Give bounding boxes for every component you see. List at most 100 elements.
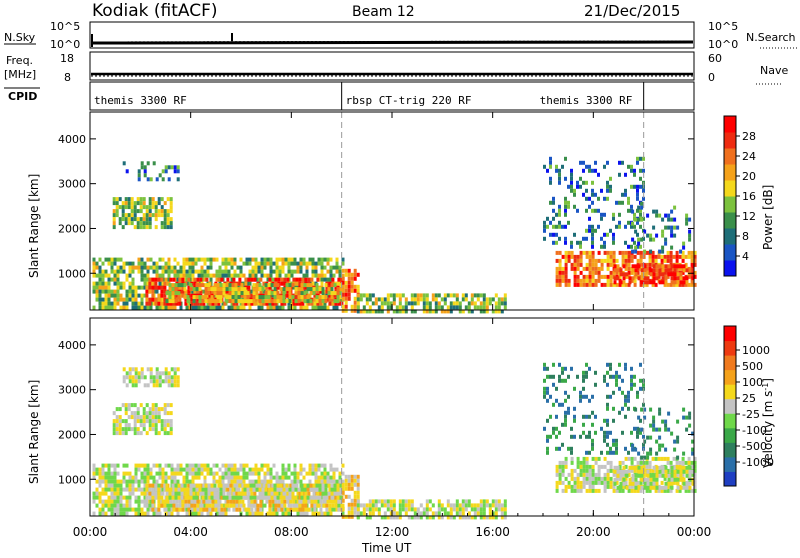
echo-cell <box>606 476 610 481</box>
echo-cell <box>169 277 173 282</box>
echo-cell <box>250 301 254 306</box>
echo-cell <box>104 463 108 468</box>
echo-cell <box>274 507 278 512</box>
echo-cell <box>240 299 244 304</box>
echo-cell <box>687 254 691 259</box>
echo-cell <box>128 261 132 266</box>
echo-cell <box>640 407 644 412</box>
echo-cell <box>222 291 226 296</box>
echo-cell <box>232 499 236 504</box>
colorbar-tick-label: 1000 <box>742 344 770 357</box>
echo-cell <box>179 265 183 270</box>
echo-cell <box>127 423 131 428</box>
echo-cell <box>172 301 176 306</box>
echo-cell <box>173 383 177 388</box>
echo-cell <box>133 415 137 420</box>
echo-cell <box>452 515 456 520</box>
echo-cell <box>215 273 219 278</box>
echo-cell <box>678 254 682 259</box>
echo-cell <box>476 293 480 298</box>
echo-cell <box>630 254 634 259</box>
echo-cell <box>302 475 306 480</box>
echo-cell <box>558 176 561 181</box>
echo-cell <box>295 507 299 512</box>
echo-cell <box>128 499 132 504</box>
echo-cell <box>196 277 200 282</box>
echo-cell <box>110 483 114 488</box>
echo-cell <box>200 265 204 270</box>
echo-cell <box>398 301 402 306</box>
echo-cell <box>640 276 644 281</box>
echo-cell <box>639 224 642 229</box>
echo-cell <box>600 216 603 221</box>
echo-cell <box>210 287 214 292</box>
echo-cell <box>636 208 639 213</box>
echo-cell <box>603 258 607 263</box>
y-tick-label: 4000 <box>58 339 86 352</box>
echo-cell <box>297 295 301 300</box>
echo-cell <box>543 224 546 229</box>
echo-cell <box>642 168 645 173</box>
colorbar-tick-label: -25 <box>742 408 760 421</box>
echo-cell <box>347 486 351 491</box>
echo-cell <box>353 482 357 487</box>
echo-cell <box>341 471 345 476</box>
echo-cell <box>216 295 220 300</box>
echo-cell <box>690 282 694 287</box>
echo-cell <box>664 481 668 486</box>
echo-cell <box>624 480 628 485</box>
echo-cell <box>264 295 268 300</box>
echo-cell <box>637 276 641 281</box>
echo-cell <box>152 511 156 516</box>
echo-cell <box>383 301 387 306</box>
echo-cell <box>576 456 580 461</box>
echo-cell <box>585 434 588 439</box>
echo-cell <box>133 403 137 408</box>
echo-cell <box>163 281 167 286</box>
echo-cell <box>640 237 644 242</box>
echo-cell <box>561 164 564 169</box>
echo-cell <box>215 471 219 476</box>
echo-cell <box>630 244 633 249</box>
nsky-tick-top: 10^5 <box>50 20 80 33</box>
echo-cell <box>310 301 314 306</box>
echo-cell <box>558 468 562 473</box>
echo-cell <box>356 494 360 499</box>
echo-cell <box>284 471 288 476</box>
echo-cell <box>247 285 251 290</box>
echo-cell <box>564 422 567 427</box>
echo-cell <box>286 507 290 512</box>
echo-cell <box>155 375 159 380</box>
echo-cell <box>168 495 172 500</box>
echo-cell <box>667 268 671 273</box>
echo-cell <box>160 277 164 282</box>
echo-cell <box>670 264 674 269</box>
echo-cell <box>142 221 146 226</box>
echo-cell <box>630 484 634 489</box>
echo-cell <box>642 236 645 241</box>
echo-cell <box>555 480 559 485</box>
echo-cell <box>130 411 134 416</box>
echo-cell <box>243 491 247 496</box>
echo-cell <box>612 240 615 245</box>
echo-cell <box>497 297 501 302</box>
echo-cell <box>121 431 125 436</box>
echo-cell <box>151 201 155 206</box>
echo-cell <box>624 262 628 267</box>
echo-cell <box>101 289 105 294</box>
echo-cell <box>231 295 235 300</box>
echo-cell <box>585 228 588 233</box>
echo-cell <box>618 374 621 379</box>
echo-cell <box>110 507 114 512</box>
echo-cell <box>223 507 227 512</box>
echo-cell <box>398 503 402 508</box>
echo-cell <box>639 262 643 267</box>
echo-cell <box>219 287 223 292</box>
echo-cell <box>246 487 250 492</box>
echo-cell <box>446 305 450 310</box>
echo-cell <box>494 301 498 306</box>
echo-cell <box>226 499 230 504</box>
echo-cell <box>413 301 417 306</box>
echo-cell <box>279 287 283 292</box>
echo-cell <box>579 244 582 249</box>
